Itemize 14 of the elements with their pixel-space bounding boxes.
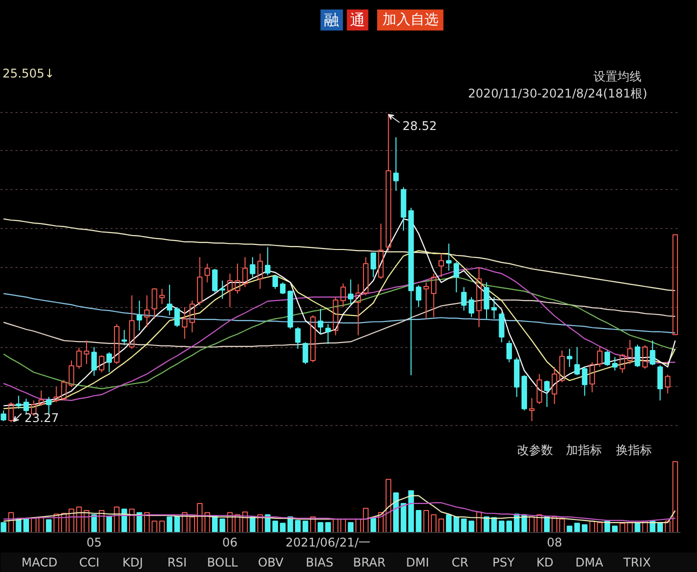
text: CCI: [79, 556, 100, 570]
text: BIAS: [306, 556, 334, 570]
text: MACD: [22, 556, 58, 570]
text: DMA: [575, 556, 604, 570]
text: KD: [536, 556, 554, 570]
text: RSI: [167, 556, 187, 570]
text: BRAR: [352, 556, 386, 570]
text: CR: [452, 556, 468, 570]
text: DMI: [406, 556, 430, 570]
text: KDJ: [122, 556, 144, 570]
text: PSY: [492, 556, 516, 570]
text: OBV: [258, 556, 284, 570]
text: TRIX: [622, 556, 651, 570]
text: BOLL: [207, 556, 238, 570]
